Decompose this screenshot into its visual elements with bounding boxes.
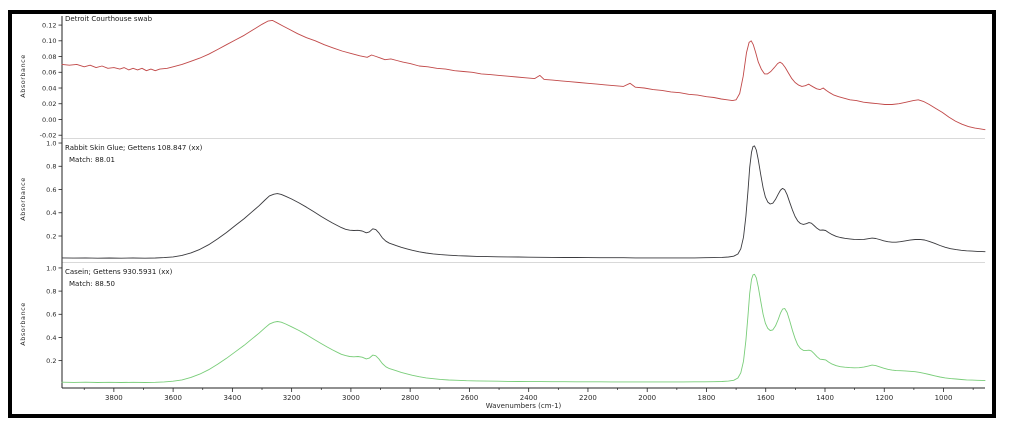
pane2-match-label: Match: 88.01 (69, 156, 115, 164)
y-tick-label: 0.10 (42, 37, 56, 45)
pane3-match-label: Match: 88.50 (69, 280, 115, 288)
x-tick-label: 3400 (223, 394, 241, 402)
y-tick-label: 0.6 (46, 186, 56, 194)
x-tick-label: 3600 (164, 394, 182, 402)
x-tick-label: 1200 (875, 394, 893, 402)
x-tick-label: 1800 (698, 394, 716, 402)
y-tick-label: 0.8 (46, 163, 56, 171)
pane1-y-axis-title: Absorbance (19, 54, 27, 98)
x-tick-label: 2800 (401, 394, 419, 402)
x-axis-title: Wavenumbers (cm-1) (485, 402, 562, 410)
spectrum-trace-1 (61, 19, 986, 131)
outer-frame (8, 10, 996, 418)
pane3-sample-label: Casein; Gettens 930.5931 (xx) (65, 268, 173, 276)
x-tick-label: 1600 (757, 394, 775, 402)
y-tick-label: 1.0 (46, 139, 56, 147)
y-tick-label: 0.02 (42, 100, 56, 108)
x-tick-label: 2600 (461, 394, 479, 402)
y-tick-label: 0.6 (46, 311, 56, 319)
x-tick-label: 1000 (935, 394, 953, 402)
pane1-sample-label: Detroit Courthouse swab (65, 15, 153, 23)
y-tick-label: 0.06 (42, 69, 56, 77)
y-tick-label: 0.4 (46, 209, 56, 217)
spectrum-trace-3 (61, 273, 986, 383)
y-tick-label: 1.0 (46, 264, 56, 272)
x-tick-label: 2200 (579, 394, 597, 402)
x-tick-label: 2400 (520, 394, 538, 402)
y-tick-label: 0.8 (46, 288, 56, 296)
pane2-y-axis-title: Absorbance (19, 177, 27, 221)
y-tick-label: 0.2 (46, 232, 56, 240)
pane3-y-axis-title: Absorbance (19, 302, 27, 346)
y-tick-label: 0.08 (42, 53, 56, 61)
y-tick-label: 0.4 (46, 334, 56, 342)
pane2-sample-label: Rabbit Skin Glue; Gettens 108.847 (xx) (65, 144, 203, 152)
y-tick-label: 0.2 (46, 357, 56, 365)
x-tick-label: 3200 (283, 394, 301, 402)
y-tick-label: -0.02 (40, 132, 57, 140)
x-tick-label: 3000 (342, 394, 360, 402)
x-tick-label: 2000 (638, 394, 656, 402)
x-tick-label: 1400 (816, 394, 834, 402)
spectrum-trace-2 (61, 145, 986, 259)
x-tick-label: 3800 (105, 394, 123, 402)
y-tick-label: 0.00 (42, 116, 56, 124)
y-tick-label: 0.04 (42, 84, 56, 92)
y-tick-label: 0.12 (42, 21, 56, 29)
